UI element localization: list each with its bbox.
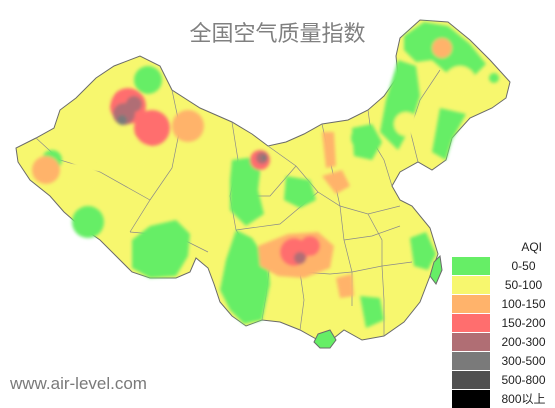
taiwan-island	[429, 254, 443, 285]
hainan-island	[313, 329, 337, 349]
aqi-green-circle	[351, 127, 373, 149]
legend-item: 50-100	[452, 276, 555, 294]
legend-label: 150-200	[501, 316, 546, 330]
legend-item: 0-50	[452, 257, 555, 275]
legend-swatch	[452, 352, 490, 370]
aqi-green-circle	[489, 73, 499, 83]
legend-swatch	[452, 257, 490, 275]
legend-label: 500-800	[501, 373, 546, 387]
legend-swatch	[452, 314, 490, 332]
legend-item: 150-200	[452, 314, 555, 332]
legend-swatch	[452, 390, 490, 408]
legend-item: 800以上	[452, 390, 555, 408]
legend-swatch	[452, 295, 490, 313]
page-title: 全国空气质量指数	[189, 22, 366, 47]
legend-item: 200-300	[452, 333, 555, 351]
legend-label: 800以上	[501, 392, 546, 406]
legend-item: 500-800	[452, 371, 555, 389]
legend-swatch	[452, 371, 490, 389]
aqi-green-circle	[72, 206, 104, 238]
legend-item: 100-150	[452, 295, 555, 313]
legend-label: 300-500	[501, 354, 546, 368]
aqi-blobs	[32, 22, 499, 328]
legend-label: 200-300	[501, 335, 546, 349]
legend-swatch	[452, 276, 490, 294]
aqi-yellow-areas	[65, 66, 476, 195]
aqi-green-circle	[134, 66, 162, 94]
legend-swatch	[452, 333, 490, 351]
legend-label: 0-50	[511, 259, 536, 273]
watermark-text: www.air-level.com	[10, 374, 147, 393]
legend-label: 100-150	[501, 297, 546, 311]
aqi-legend: AQI 0-50 50-100 100-150 150-200 200-300 …	[452, 238, 555, 408]
legend-title: AQI	[521, 240, 542, 254]
legend-item: 300-500	[452, 352, 555, 370]
legend-label: 50-100	[504, 278, 543, 292]
aqi-300-500-areas	[117, 115, 267, 161]
aqi-green-areas	[132, 22, 486, 328]
